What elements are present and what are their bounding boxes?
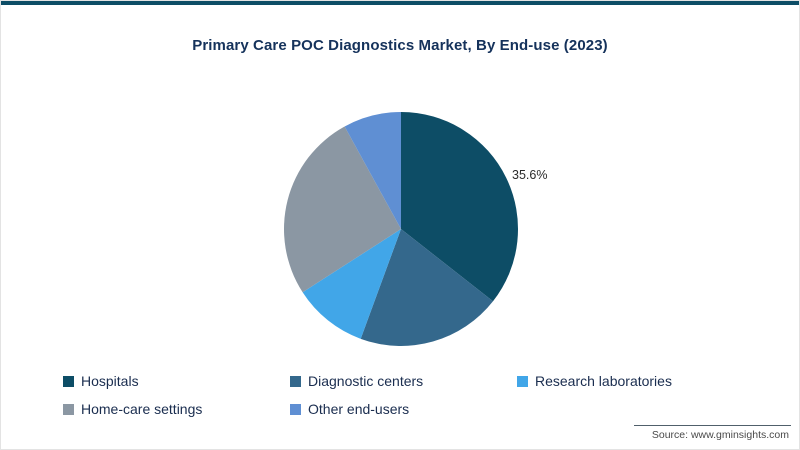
- pie-slice-hospitals: [401, 112, 519, 302]
- pie-slice-diagnostic-centers: [360, 229, 493, 346]
- legend-item-home-care-settings: Home-care settings: [63, 401, 290, 417]
- legend-swatch-icon: [290, 403, 301, 415]
- top-accent-bar: [1, 1, 799, 5]
- legend-label: Hospitals: [81, 373, 139, 389]
- legend-item-diagnostic-centers: Diagnostic centers: [290, 373, 517, 389]
- legend-label: Other end-users: [308, 401, 410, 417]
- legend-label: Home-care settings: [81, 401, 203, 417]
- pie-slice-home-care-settings: [283, 126, 401, 293]
- legend-row-2: Home-care settings Other end-users: [63, 395, 783, 423]
- legend-swatch-icon: [63, 375, 74, 387]
- legend-item-other-end-users: Other end-users: [290, 401, 517, 417]
- legend-item-hospitals: Hospitals: [63, 373, 290, 389]
- pie-slice-other-end-users: [344, 112, 401, 229]
- legend-label: Diagnostic centers: [308, 373, 424, 389]
- legend-swatch-icon: [63, 403, 74, 415]
- source-attribution: Source: www.gminsights.com: [651, 429, 789, 441]
- source-divider: [634, 425, 791, 426]
- pie-slice-research-laboratories: [302, 229, 401, 339]
- legend-swatch-icon: [290, 375, 301, 387]
- legend-label: Research laboratories: [535, 373, 672, 389]
- legend-row-1: Hospitals Diagnostic centers Research labo…: [63, 367, 783, 395]
- legend-swatch-icon: [517, 375, 528, 387]
- pie-data-label-hospitals: 35.6%: [512, 168, 548, 182]
- legend-item-research-laboratories: Research laboratories: [517, 373, 744, 389]
- chart-title: Primary Care POC Diagnostics Market, By …: [192, 37, 608, 54]
- legend: Hospitals Diagnostic centers Research labo…: [63, 367, 783, 423]
